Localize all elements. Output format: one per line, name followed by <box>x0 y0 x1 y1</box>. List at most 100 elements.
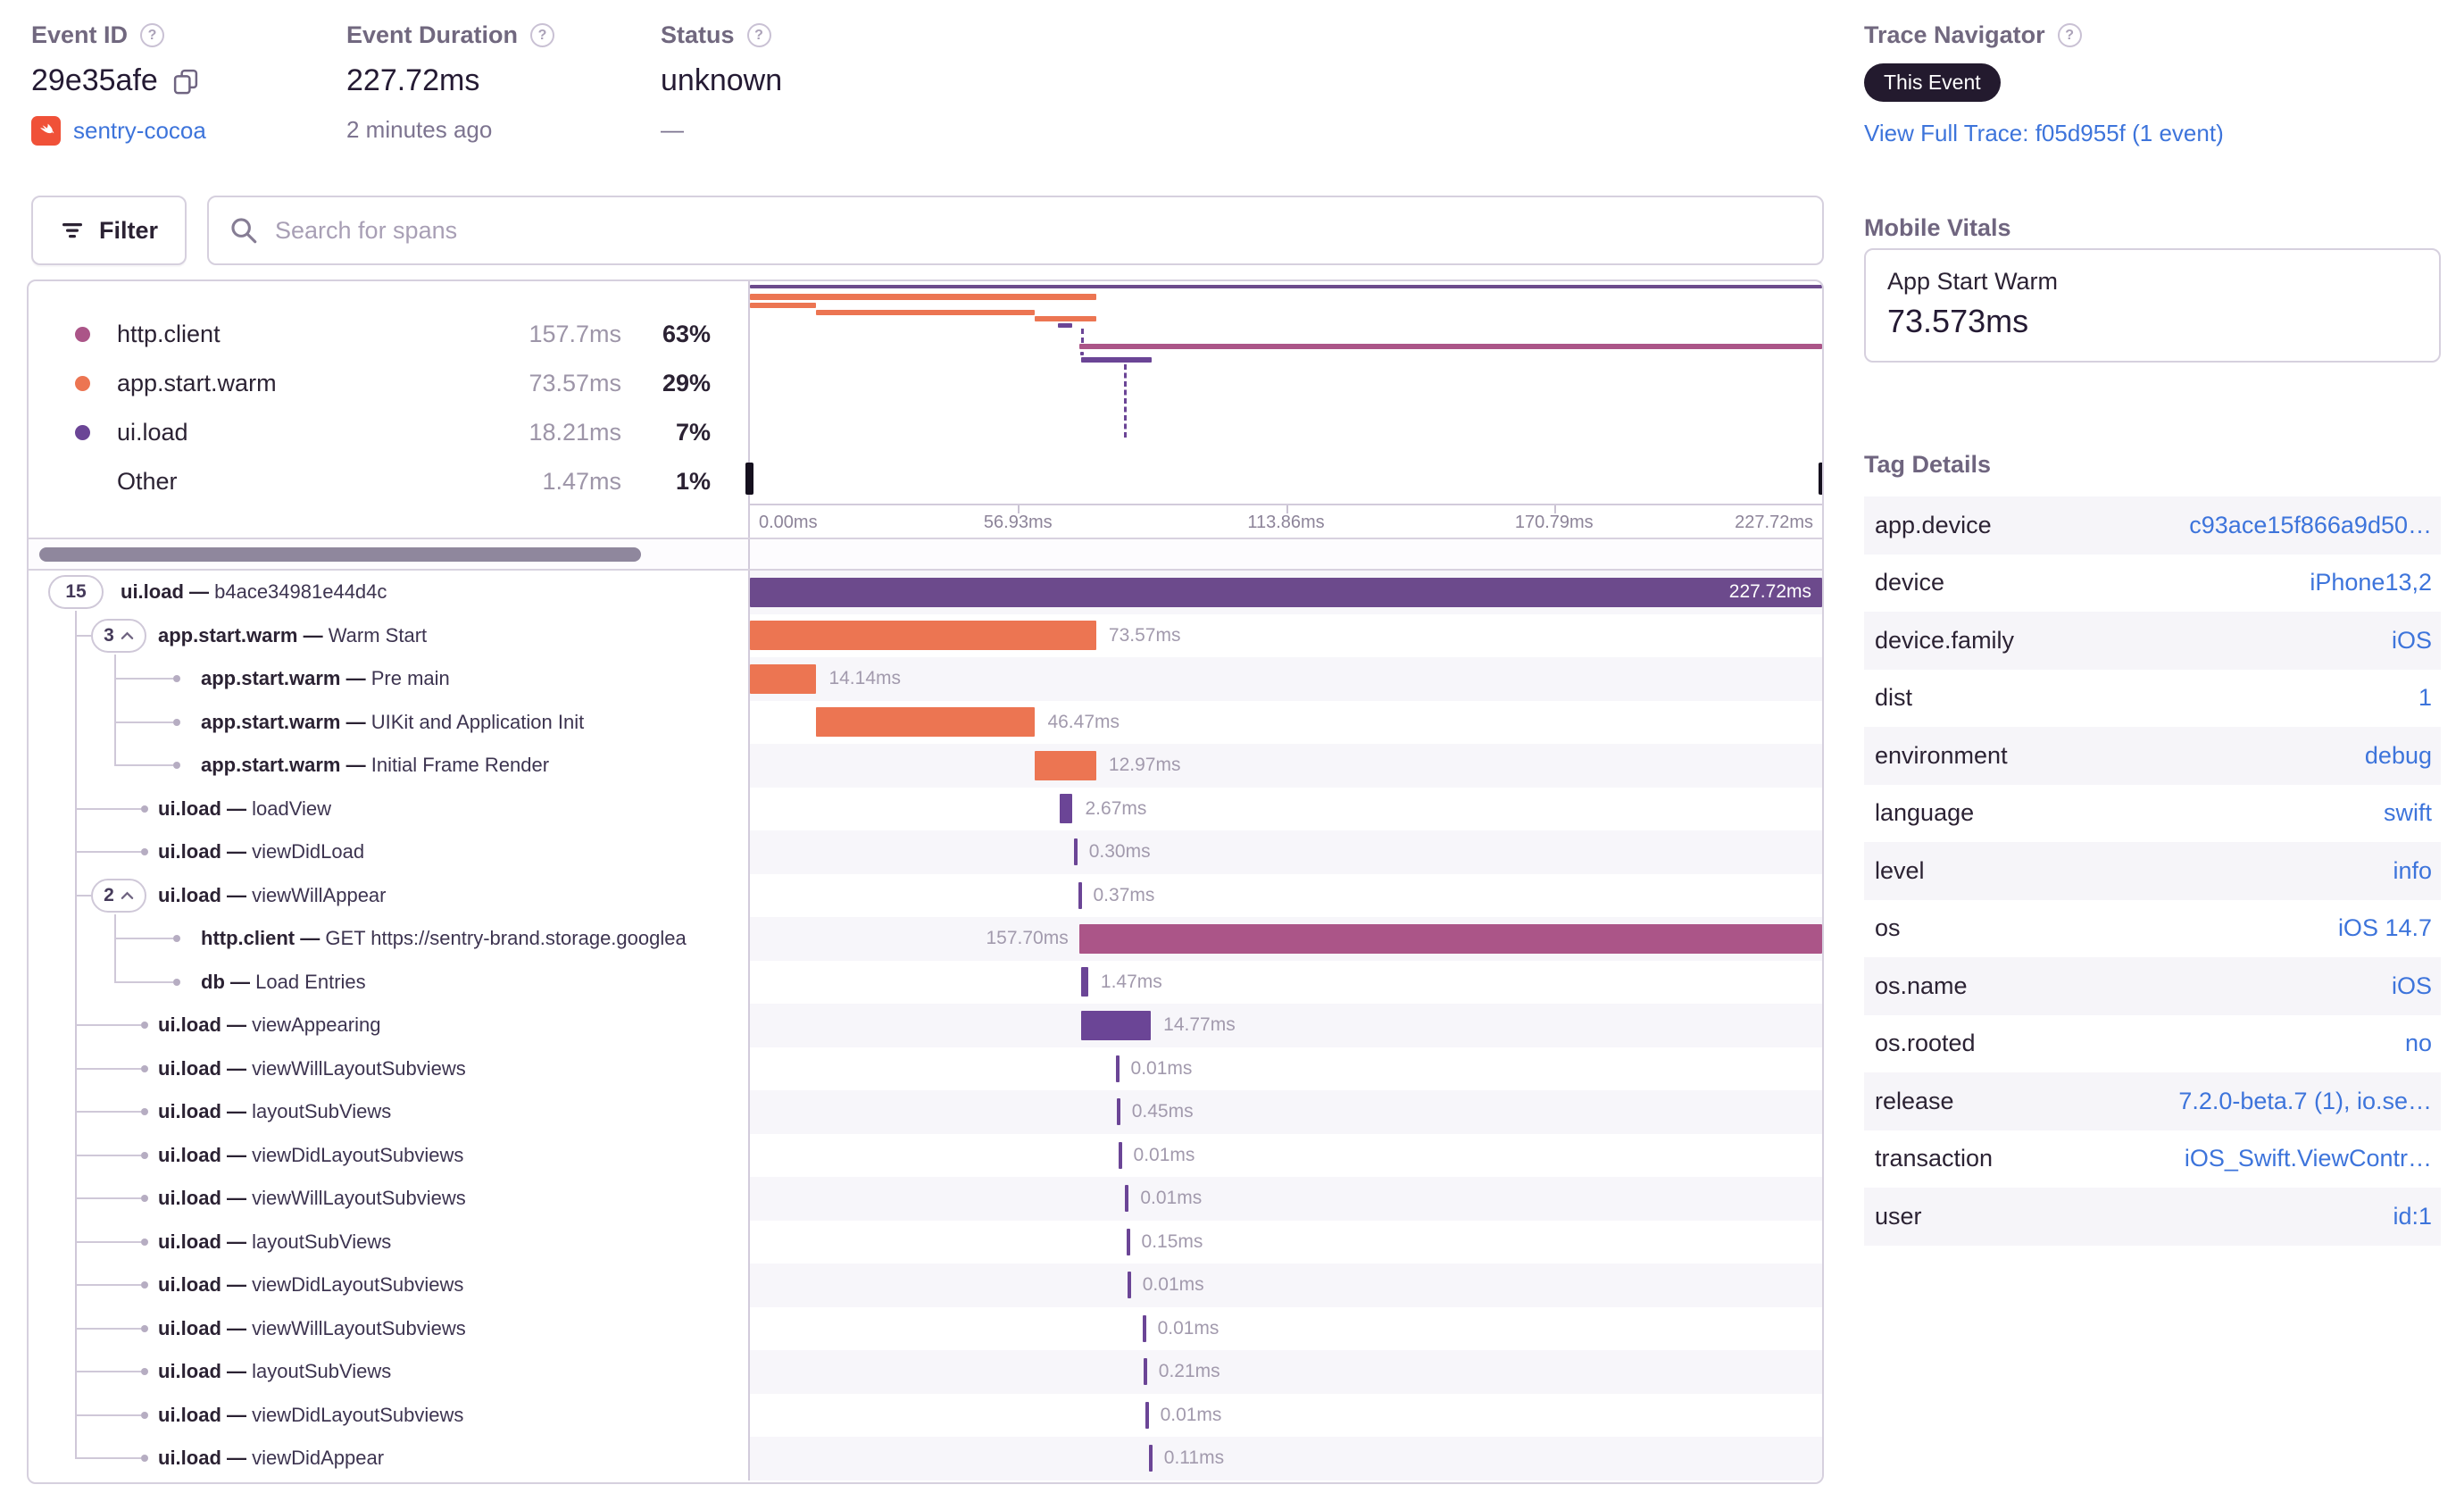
trace-minimap[interactable]: 0.00ms 56.93ms 113.86ms 170.79ms 227.72ms <box>745 281 1822 538</box>
span-duration-bar[interactable] <box>816 707 1036 737</box>
axis-tick-label: 0.00ms <box>759 513 818 532</box>
span-duration-bar[interactable] <box>1118 1141 1122 1169</box>
span-tree-cell[interactable]: app.start.warm — Initial Frame Render <box>29 744 750 788</box>
span-duration-bar[interactable] <box>1126 1228 1130 1255</box>
span-children-badge[interactable]: 3 <box>91 618 146 653</box>
span-row: app.start.warm — Pre main 14.14ms <box>29 657 1822 701</box>
span-duration-bar[interactable] <box>1073 838 1078 865</box>
span-duration-bar[interactable] <box>1081 1010 1152 1040</box>
tag-value-link[interactable]: iOS <box>2391 626 2432 654</box>
span-duration-bar[interactable] <box>750 577 1822 607</box>
span-tree-cell[interactable]: ui.load — loadView <box>29 787 750 830</box>
span-duration-bar[interactable] <box>1127 1272 1131 1298</box>
span-tree-cell[interactable]: app.start.warm — UIKit and Application I… <box>29 700 750 744</box>
span-row: ui.load — viewDidLayoutSubviews 0.01ms <box>29 1393 1822 1437</box>
tree-connector <box>75 634 91 637</box>
span-row: ui.load — layoutSubViews 0.21ms <box>29 1350 1822 1394</box>
tag-value-link[interactable]: swift <box>2384 799 2432 827</box>
span-duration-bar[interactable] <box>1081 967 1088 997</box>
tree-connector <box>114 980 173 983</box>
tag-value-link[interactable]: iOS 14.7 <box>2337 914 2432 942</box>
help-icon[interactable]: ? <box>2057 23 2082 47</box>
span-tree-cell[interactable]: ui.load — viewDidLoad <box>29 830 750 874</box>
span-duration-bar[interactable] <box>1078 923 1822 954</box>
legend-item[interactable]: http.client 157.7ms 63% <box>29 310 748 359</box>
span-tree-cell[interactable]: 2 ui.load — viewWillAppear <box>29 873 750 917</box>
span-tree-cell[interactable]: ui.load — viewWillLayoutSubviews <box>29 1047 750 1090</box>
tag-key: dist <box>1875 684 1913 712</box>
span-tree-cell[interactable]: db — Load Entries <box>29 960 750 1004</box>
tag-value-link[interactable]: iOS <box>2391 972 2432 999</box>
legend-item[interactable]: ui.load 18.21ms 7% <box>29 408 748 457</box>
span-tree-cell[interactable]: 3 app.start.warm — Warm Start <box>29 613 750 657</box>
span-waterfall-cell: 14.14ms <box>750 657 1822 701</box>
copy-icon[interactable] <box>172 68 199 95</box>
tag-value-link[interactable]: debug <box>2364 741 2432 769</box>
span-duration-bar[interactable] <box>1125 1185 1129 1212</box>
span-tree-cell[interactable]: ui.load — viewDidLayoutSubviews <box>29 1264 750 1307</box>
help-icon[interactable]: ? <box>530 23 555 47</box>
search-input[interactable] <box>275 216 1802 245</box>
span-duration-bar[interactable] <box>1078 881 1082 909</box>
span-title: ui.load — layoutSubViews <box>158 1360 392 1382</box>
span-duration-bar[interactable] <box>750 621 1096 650</box>
minimap-span-bar <box>750 294 1096 300</box>
span-title: ui.load — viewWillLayoutSubviews <box>158 1056 466 1080</box>
tree-connector <box>75 1024 141 1027</box>
span-tree-cell[interactable]: ui.load — layoutSubViews <box>29 1220 750 1264</box>
tag-value-link[interactable]: 1 <box>2418 684 2432 712</box>
span-tree-cell[interactable]: ui.load — viewDidLayoutSubviews <box>29 1133 750 1177</box>
span-duration-bar[interactable] <box>1060 794 1073 823</box>
span-duration-bar[interactable] <box>1148 1445 1153 1472</box>
span-waterfall-cell: 157.70ms <box>750 917 1822 961</box>
span-tree-cell[interactable]: ui.load — layoutSubViews <box>29 1350 750 1394</box>
span-duration-bar[interactable] <box>1145 1401 1149 1429</box>
tag-value-link[interactable]: 7.2.0-beta.7 (1), io.se… <box>2178 1087 2432 1114</box>
span-tree-cell[interactable]: ui.load — viewDidAppear <box>29 1437 750 1480</box>
span-duration-bar[interactable] <box>1143 1358 1147 1385</box>
tag-value-link[interactable]: c93ace15f866a9d50… <box>2189 511 2432 538</box>
tag-value-link[interactable]: info <box>2393 856 2432 884</box>
legend-item[interactable]: Other 1.47ms 1% <box>29 457 748 506</box>
span-title: ui.load — viewDidLayoutSubviews <box>158 1403 464 1426</box>
span-tree-cell[interactable]: ui.load — layoutSubViews <box>29 1090 750 1134</box>
span-children-badge[interactable]: 2 <box>91 878 146 913</box>
span-row: app.start.warm — Initial Frame Render 12.… <box>29 744 1822 788</box>
filter-button[interactable]: Filter <box>31 196 187 265</box>
axis-tick-mark <box>1286 505 1288 513</box>
mobile-vitals-card[interactable]: App Start Warm 73.573ms <box>1864 248 2441 363</box>
span-duration-bar[interactable] <box>1035 750 1096 780</box>
span-tree-cell[interactable]: ui.load — viewAppearing <box>29 1004 750 1047</box>
legend-item[interactable]: app.start.warm 73.57ms 29% <box>29 359 748 408</box>
tag-value-link[interactable]: no <box>2404 1030 2432 1057</box>
span-row: ui.load — viewAppearing 14.77ms <box>29 1004 1822 1047</box>
view-full-trace-link[interactable]: View Full Trace: f05d955f (1 event) <box>1864 120 2224 146</box>
span-duration-label: 0.21ms <box>1158 1361 1220 1381</box>
span-duration-bar[interactable] <box>1142 1314 1146 1342</box>
tag-row: device iPhone13,2 <box>1864 555 2441 613</box>
span-children-badge[interactable]: 15 <box>48 575 104 610</box>
span-tree-cell[interactable]: ui.load — viewDidLayoutSubviews <box>29 1393 750 1437</box>
op-legend: http.client 157.7ms 63% app.start.warm 73.57… <box>29 281 750 538</box>
status-section: Status ? unknown — <box>661 21 782 144</box>
span-tree-cell[interactable]: 15 ui.load — b4ace34981e44d4c <box>29 571 750 614</box>
span-tree-cell[interactable]: ui.load — viewWillLayoutSubviews <box>29 1177 750 1221</box>
tag-value-link[interactable]: id:1 <box>2393 1202 2432 1230</box>
span-tree-cell[interactable]: ui.load — viewWillLayoutSubviews <box>29 1306 750 1350</box>
tag-value-link[interactable]: iPhone13,2 <box>2310 569 2432 596</box>
span-waterfall-cell: 0.01ms <box>750 1307 1822 1351</box>
tree-connector-dot <box>173 675 180 683</box>
minimap-right-handle[interactable] <box>1819 463 1822 495</box>
span-tree-cell[interactable]: http.client — GET https://sentry-brand.s… <box>29 917 750 961</box>
minimap-left-handle[interactable] <box>745 463 753 495</box>
tree-connector-dot <box>141 1455 148 1463</box>
span-duration-bar[interactable] <box>1115 1055 1120 1082</box>
horizontal-scrollbar-thumb[interactable] <box>39 547 641 562</box>
help-icon[interactable]: ? <box>140 23 165 47</box>
span-duration-bar[interactable] <box>1116 1098 1120 1125</box>
span-duration-bar[interactable] <box>750 663 817 694</box>
project-link[interactable]: sentry-cocoa <box>73 117 206 144</box>
help-icon[interactable]: ? <box>746 23 771 47</box>
tag-value-link[interactable]: iOS_Swift.ViewContr… <box>2184 1145 2432 1172</box>
span-tree-cell[interactable]: app.start.warm — Pre main <box>29 657 750 701</box>
